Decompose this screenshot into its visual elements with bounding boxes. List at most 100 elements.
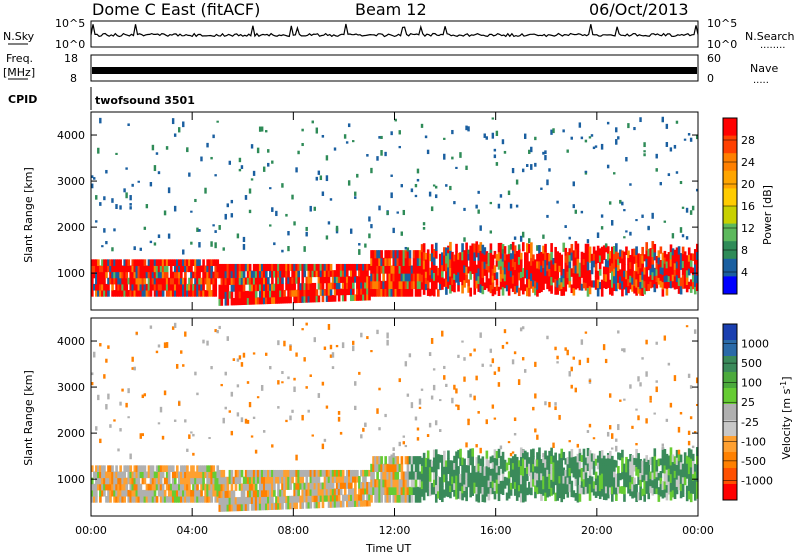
scatter-cell	[121, 290, 124, 297]
scatter-cell	[481, 463, 485, 472]
scatter-cell	[256, 147, 260, 154]
scatter-cell	[475, 457, 479, 465]
scatter-cell	[339, 431, 343, 435]
scatter-cell	[687, 465, 691, 475]
colorbar-segment	[723, 436, 737, 453]
scatter-cell	[258, 496, 262, 504]
scatter-cell	[236, 277, 240, 285]
scatter-cell	[301, 270, 305, 278]
scatter-cell	[234, 291, 238, 299]
scatter-cell	[206, 477, 209, 485]
scatter-cell	[123, 489, 126, 497]
scatter-cell	[143, 277, 147, 285]
scatter-cell	[635, 466, 638, 476]
scatter-cell	[115, 489, 118, 497]
scatter-cell	[396, 288, 400, 297]
scatter-cell	[250, 469, 254, 478]
scatter-cell	[669, 456, 673, 466]
scatter-cell	[485, 281, 489, 289]
scatter-cell	[511, 462, 515, 470]
scatter-cell	[161, 290, 165, 297]
scatter-cell	[141, 259, 145, 266]
scatter-cell	[584, 259, 588, 268]
scatter-cell	[252, 263, 256, 272]
scatter-cell	[394, 479, 398, 488]
scatter-cell	[643, 274, 646, 282]
scatter-cell	[343, 134, 347, 139]
scatter-cell	[307, 263, 311, 271]
scatter-cell	[560, 261, 564, 269]
scatter-cell	[190, 431, 193, 434]
scatter-cell	[390, 463, 394, 472]
scatter-cell	[105, 290, 108, 297]
scatter-cell	[424, 474, 428, 485]
scatter-cell	[208, 283, 211, 291]
scatter-cell	[513, 481, 517, 489]
scatter-cell	[368, 287, 371, 295]
scatter-cell	[364, 481, 367, 489]
scatter-cell	[509, 282, 513, 289]
scatter-cell	[625, 456, 628, 465]
scatter-cell	[548, 168, 551, 172]
scatter-cell	[483, 484, 487, 494]
scatter-cell	[396, 257, 400, 266]
scatter-cell	[323, 276, 327, 284]
scatter-cell	[269, 296, 272, 305]
scatter-cell	[647, 472, 651, 480]
scatter-cell	[95, 483, 98, 491]
scatter-cell	[436, 274, 440, 283]
scatter-cell	[238, 284, 242, 292]
scatter-cell	[536, 434, 539, 440]
scatter-cell	[91, 277, 94, 285]
scatter-cell	[631, 483, 634, 492]
scatter-cell	[445, 478, 448, 485]
scatter-cell	[430, 286, 434, 296]
scatter-cell	[325, 263, 329, 271]
scatter-cell	[123, 271, 126, 279]
scatter-cell	[544, 275, 547, 284]
scatter-cell	[432, 471, 436, 480]
scatter-cell	[615, 243, 618, 252]
scatter-cell	[558, 490, 562, 499]
scatter-cell	[513, 474, 517, 483]
scatter-cell	[151, 271, 155, 279]
scatter-cell	[584, 243, 588, 253]
scatter-cell	[240, 490, 244, 498]
scatter-cell	[487, 460, 491, 468]
scatter-cell	[655, 275, 659, 283]
scatter-cell	[465, 493, 468, 502]
scatter-cell	[491, 268, 495, 276]
scatter-cell	[590, 253, 594, 261]
scatter-cell	[408, 265, 412, 274]
scatter-cell	[293, 469, 296, 477]
scatter-cell	[578, 452, 582, 462]
scatter-cell	[175, 489, 179, 497]
scatter-cell	[240, 483, 244, 491]
scatter-cell	[281, 283, 284, 291]
scatter-cell	[396, 463, 400, 472]
scatter-cell	[139, 283, 143, 291]
scatter-cell	[584, 486, 588, 495]
scatter-cell	[210, 366, 213, 370]
scatter-cell	[430, 252, 434, 262]
scatter-cell	[675, 464, 679, 473]
nsearch-label: N.Search	[745, 30, 795, 43]
scatter-cell	[246, 490, 250, 498]
scatter-cell	[445, 184, 448, 187]
scatter-cell	[681, 463, 685, 471]
scatter-cell	[477, 252, 481, 261]
scatter-cell	[499, 487, 503, 494]
scatter-cell	[311, 263, 315, 271]
scatter-cell	[173, 283, 177, 291]
scatter-cell	[155, 277, 159, 285]
scatter-cell	[481, 456, 485, 465]
scatter-cell	[341, 476, 345, 483]
scatter-cell	[149, 483, 153, 491]
scatter-cell	[473, 348, 476, 352]
scatter-cell	[455, 404, 458, 407]
scatter-cell	[200, 465, 203, 472]
scatter-cell	[475, 464, 479, 473]
scatter-cell	[354, 270, 357, 277]
scatter-cell	[190, 471, 193, 479]
scatter-cell	[303, 357, 306, 362]
